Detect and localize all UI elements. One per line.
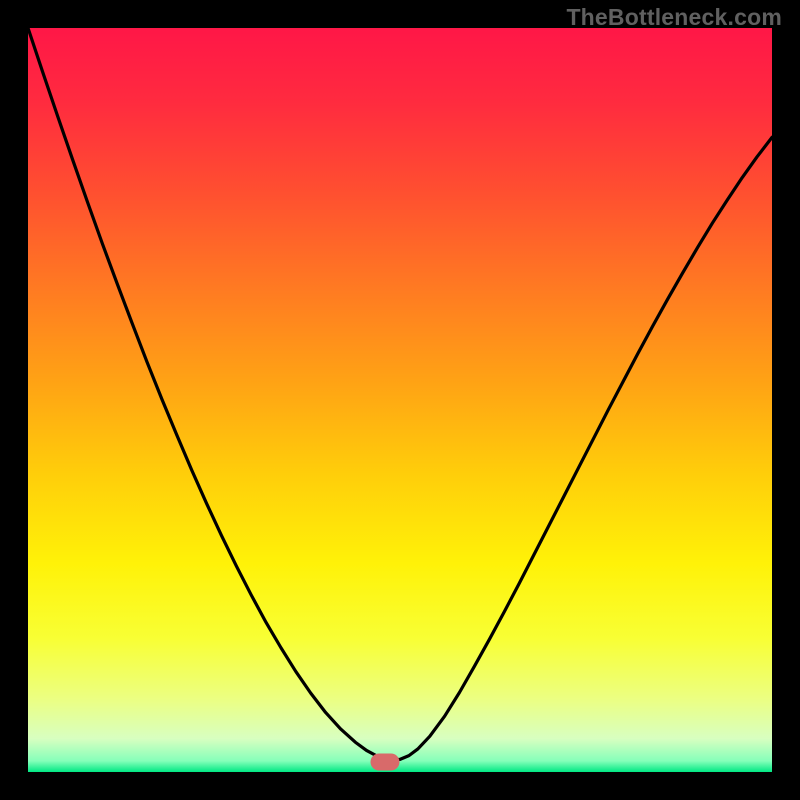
figure-container: TheBottleneck.com: [0, 0, 800, 800]
plot-area: [28, 28, 772, 772]
optimum-marker: [371, 753, 400, 770]
bottleneck-curve: [28, 28, 772, 760]
watermark-text: TheBottleneck.com: [566, 4, 782, 31]
curve-layer: [28, 28, 772, 772]
